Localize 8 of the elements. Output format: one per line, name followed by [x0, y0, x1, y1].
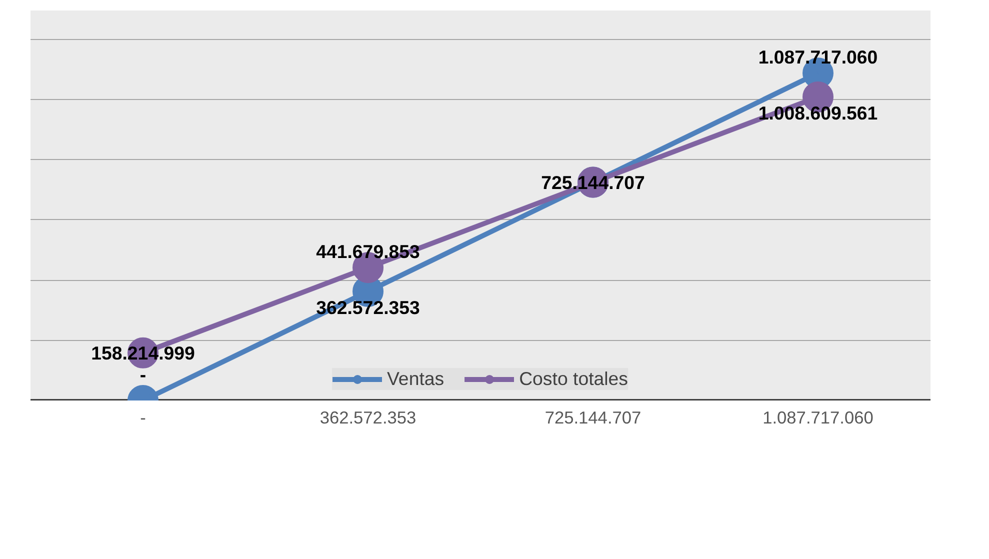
- data-label: -: [140, 364, 146, 385]
- legend-label: Ventas: [387, 368, 444, 390]
- x-tick-label: 1.087.717.060: [762, 408, 874, 428]
- x-tick-label: -: [140, 408, 146, 428]
- legend-label: Costo totales: [519, 368, 628, 390]
- x-tick-label: 362.572.353: [320, 408, 416, 428]
- data-label: 1.087.717.060: [758, 46, 878, 68]
- x-tick-label: 725.144.707: [544, 408, 642, 428]
